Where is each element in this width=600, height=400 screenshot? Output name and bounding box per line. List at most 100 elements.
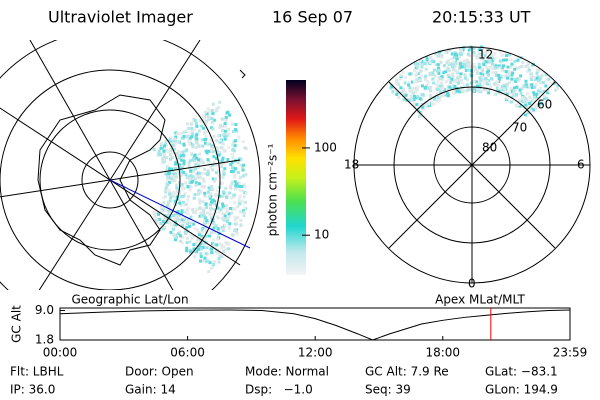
pixel (199, 236, 203, 240)
pixel (169, 174, 173, 178)
pixel (212, 155, 216, 159)
pixel (518, 104, 522, 108)
pixel (220, 165, 224, 169)
pixel (210, 138, 214, 142)
pixel (163, 144, 167, 148)
pixel (202, 259, 206, 263)
pixel (243, 200, 247, 204)
pixel (197, 230, 201, 234)
pixel (230, 166, 234, 170)
pixel (205, 119, 209, 123)
pixel (483, 54, 487, 58)
pixel (188, 177, 192, 181)
pixel (178, 163, 182, 167)
pixel (199, 213, 203, 217)
pixel (538, 98, 542, 102)
pixel (197, 158, 201, 162)
pixel (178, 192, 182, 196)
pixel (189, 174, 193, 178)
pixel (430, 59, 434, 63)
pixel (537, 103, 541, 107)
pixel (191, 222, 195, 226)
pixel (233, 180, 237, 184)
pixel (242, 183, 246, 187)
pixel (508, 53, 512, 57)
pixel (212, 242, 216, 246)
pixel (233, 128, 237, 132)
pixel (402, 98, 406, 102)
pixel (505, 92, 509, 96)
pixel (484, 51, 488, 55)
pixel (462, 83, 466, 87)
pixel (191, 143, 195, 147)
pixel (510, 62, 514, 66)
pixel (438, 94, 442, 98)
pixel (194, 181, 198, 185)
pixel (504, 58, 508, 62)
pixel (192, 196, 196, 200)
pixel (185, 135, 189, 139)
pixel (459, 53, 463, 57)
pixel (412, 69, 416, 73)
pixel (525, 64, 529, 68)
pixel (217, 257, 221, 261)
pixel (498, 59, 502, 63)
pixel (495, 90, 499, 94)
pixel (440, 75, 444, 79)
pixel (518, 88, 522, 92)
pixel (507, 70, 511, 74)
pixel (162, 153, 166, 157)
pixel (220, 216, 224, 220)
pixel (526, 103, 530, 107)
pixel (204, 225, 208, 229)
pixel (527, 99, 531, 103)
pixel (218, 242, 222, 246)
pixel (218, 126, 222, 130)
pixel (177, 183, 181, 187)
pixel (415, 71, 419, 75)
pixel (454, 78, 458, 82)
pixel (223, 121, 227, 125)
pixel (191, 157, 195, 161)
pixel (202, 214, 206, 218)
pixel (188, 139, 192, 143)
pixel (514, 89, 518, 93)
pixel (233, 172, 237, 176)
pixel (429, 100, 433, 104)
pixel (403, 81, 407, 85)
pixel (164, 156, 168, 160)
pixel (481, 69, 485, 73)
pixel (431, 71, 435, 75)
pixel (194, 242, 198, 246)
pixel (212, 238, 216, 242)
pixel (486, 73, 490, 77)
pixel (486, 60, 490, 64)
pixel (204, 243, 208, 247)
pixel (506, 73, 510, 77)
pixel (501, 53, 505, 57)
pixel (209, 203, 213, 207)
pixel (440, 77, 444, 81)
pixel (215, 171, 219, 175)
pixel (190, 128, 194, 132)
pixel (163, 217, 167, 221)
pixel (231, 148, 235, 152)
pixel (426, 102, 430, 106)
pixel (198, 206, 202, 210)
pixel (393, 87, 397, 91)
pixel (215, 156, 219, 160)
pixel (229, 196, 233, 200)
pixel (184, 220, 188, 224)
pixel (490, 59, 494, 63)
pixel (525, 114, 529, 118)
pixel (457, 55, 461, 59)
pixel (165, 207, 169, 211)
pixel (490, 65, 494, 69)
pixel (416, 62, 420, 66)
pixel (207, 117, 211, 121)
pixel (514, 103, 518, 107)
pixel (233, 228, 237, 232)
pixel (206, 190, 210, 194)
pixel (206, 171, 210, 175)
pixel (194, 163, 198, 167)
